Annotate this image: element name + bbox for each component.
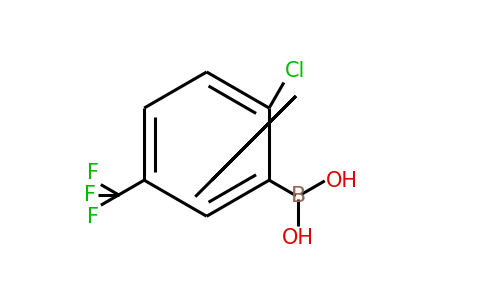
Text: F: F [88,163,99,183]
Text: OH: OH [282,228,314,248]
Text: F: F [88,207,99,227]
Text: F: F [84,185,96,205]
Text: Cl: Cl [286,61,306,81]
Text: B: B [291,186,306,206]
Text: OH: OH [326,171,358,191]
